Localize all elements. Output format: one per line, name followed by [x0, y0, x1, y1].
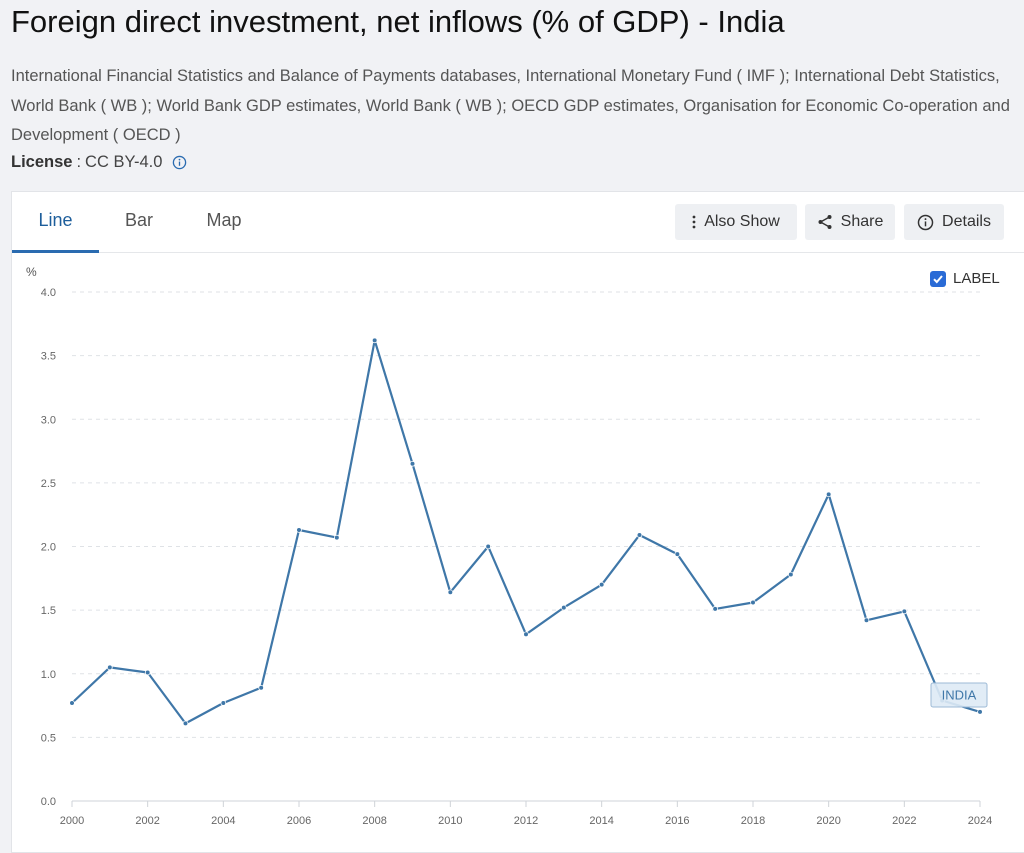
data-point — [712, 606, 718, 612]
x-tick-label: 2000 — [60, 815, 84, 827]
info-icon[interactable] — [172, 155, 187, 170]
y-tick-label: 0.0 — [41, 796, 56, 808]
series-line-india — [71, 339, 981, 725]
series-label-box — [930, 682, 988, 708]
tab-map[interactable]: Map — [206, 210, 242, 230]
data-point — [182, 720, 189, 727]
data-point — [636, 532, 643, 538]
license-separator: : — [76, 153, 82, 171]
data-point — [144, 669, 151, 676]
y-tick-label: 2.0 — [41, 542, 56, 554]
data-point — [977, 709, 983, 715]
x-tick-label: 2020 — [816, 815, 840, 827]
data-point — [750, 599, 756, 606]
more-vertical-icon — [692, 215, 696, 229]
y-tick-label: 3.0 — [41, 414, 56, 426]
y-tick-label: 2.5 — [41, 478, 56, 490]
tab-bar[interactable]: Bar — [124, 210, 153, 230]
y-tick-label: 3.5 — [41, 351, 56, 363]
series-label-text: INDIA — [942, 688, 977, 703]
view-tabs: Line Bar Map Also Show Share Details — [12, 192, 1024, 253]
data-point — [901, 608, 908, 615]
also-show-button[interactable]: Also Show — [675, 204, 797, 240]
data-point — [334, 534, 340, 541]
data-point — [598, 581, 605, 588]
series-label-india: INDIA — [930, 682, 988, 708]
x-tick-label: 2014 — [589, 815, 613, 827]
data-point — [788, 571, 794, 578]
x-tick-label: 2022 — [892, 815, 916, 827]
y-axis-label: % — [26, 265, 37, 279]
data-point — [561, 604, 567, 611]
also-show-label: Also Show — [704, 213, 780, 230]
data-point — [69, 700, 75, 706]
info-circle-icon — [917, 214, 934, 230]
data-point — [107, 664, 113, 671]
license-row: License : CC BY-4.0 — [11, 150, 187, 174]
data-point — [485, 543, 491, 550]
y-tick-label: 1.0 — [41, 669, 56, 681]
data-point — [447, 589, 454, 596]
label-toggle[interactable]: LABEL — [930, 270, 1000, 287]
label-toggle-text: LABEL — [953, 270, 1000, 287]
x-tick-label: 2006 — [287, 815, 311, 827]
label-checkbox[interactable] — [930, 270, 946, 287]
data-point — [371, 337, 378, 344]
details-button[interactable]: Details — [904, 204, 1004, 240]
y-tick-label: 4.0 — [41, 287, 56, 299]
details-label: Details — [942, 213, 991, 230]
x-tick-label: 2008 — [362, 815, 386, 827]
license-value: CC BY-4.0 — [85, 153, 163, 171]
y-tick-label: 1.5 — [41, 605, 56, 617]
share-label: Share — [840, 213, 884, 230]
share-icon — [818, 215, 832, 229]
x-tick-label: 2012 — [514, 815, 538, 827]
data-point — [674, 551, 681, 557]
x-tick-label: 2016 — [665, 815, 689, 827]
data-point — [523, 631, 529, 638]
tab-line[interactable]: Line — [12, 192, 99, 253]
data-point — [863, 617, 870, 624]
data-point — [296, 527, 302, 533]
data-point — [825, 491, 832, 498]
x-tick-label: 2002 — [135, 815, 159, 827]
x-tick-label: 2004 — [211, 815, 235, 827]
x-tick-label: 2010 — [438, 815, 462, 827]
y-tick-label: 0.5 — [41, 732, 56, 744]
data-point — [220, 700, 227, 706]
page-title: Foreign direct investment, net inflows (… — [11, 4, 785, 39]
data-point — [258, 684, 264, 691]
x-tick-label: 2018 — [741, 815, 765, 827]
source-text: International Financial Statistics and B… — [11, 67, 1010, 144]
x-tick-label: 2024 — [968, 815, 992, 827]
checkmark-icon — [933, 274, 943, 283]
chart-panel: Line Bar Map Also Show Share Details 0.0… — [11, 191, 1024, 853]
line-chart: 0.0 0.5 1.0 1.5 2.0 2.5 3.0 3.5 4.0% 2000 2002 2004… — [26, 265, 992, 827]
license-label: License — [11, 153, 73, 171]
data-point — [409, 460, 416, 467]
share-button[interactable]: Share — [805, 204, 895, 240]
